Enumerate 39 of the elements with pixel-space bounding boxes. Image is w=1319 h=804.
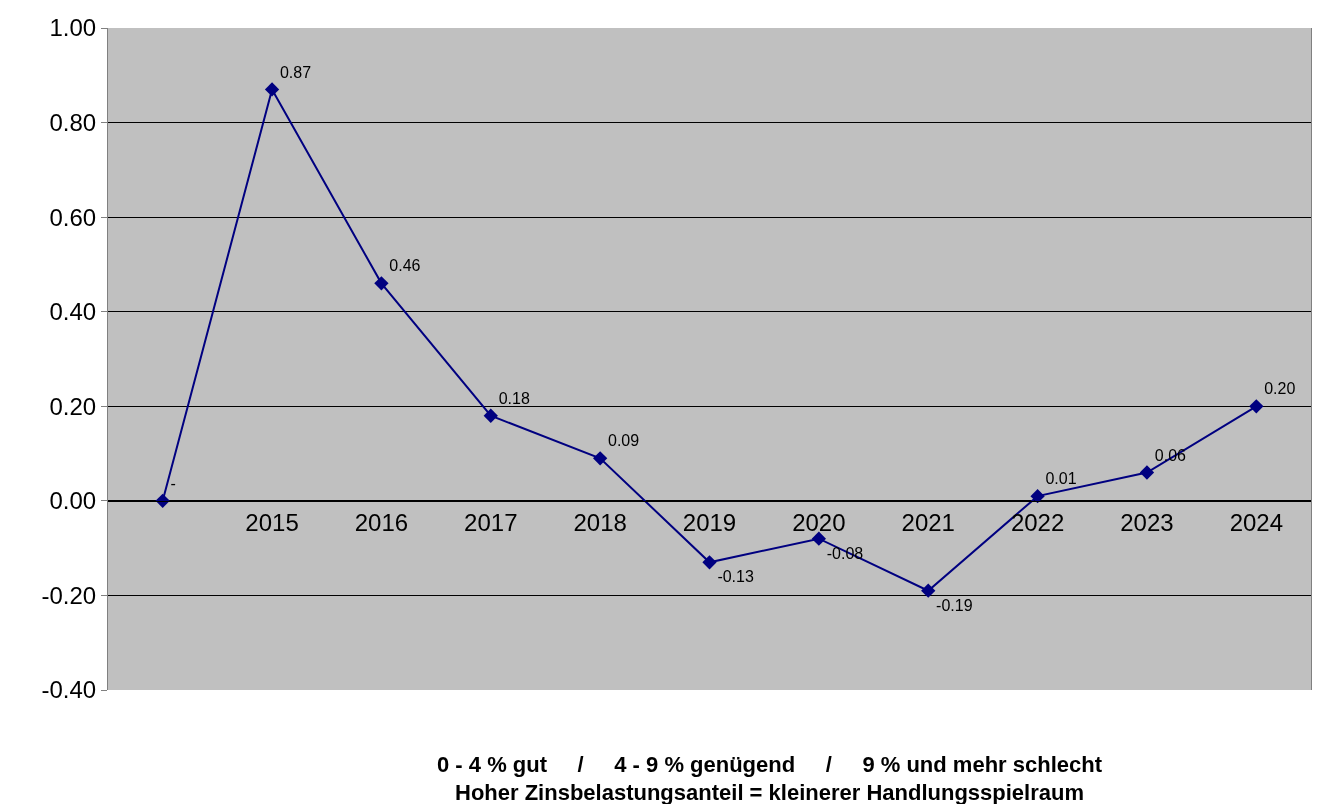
y-tick-label: 1.00 [49, 14, 97, 42]
x-tick-label: 2015 [245, 508, 299, 536]
y-tick-label: -0.40 [41, 676, 97, 704]
y-tick-label: 0.40 [49, 298, 97, 326]
x-tick-label: 2019 [682, 508, 737, 536]
data-label: 0.09 [608, 432, 640, 450]
data-label: 0.46 [389, 257, 421, 275]
text: 0 - 4 % gut / 4 - 9 % genügend / 9 % und mehr schlecht [437, 752, 1103, 777]
point [1249, 399, 1264, 414]
point [374, 276, 389, 291]
x-tick-label: 2020 [792, 508, 846, 536]
x-tick-label: 2021 [901, 508, 955, 536]
y-tick-label: 0.60 [49, 203, 97, 231]
y-tick-label: 0.20 [49, 392, 97, 420]
x-tick-label: 2024 [1229, 508, 1284, 536]
data-label: 0.18 [498, 389, 530, 407]
x-tick-label: 2023 [1120, 508, 1174, 536]
y-tick-label: 0.00 [49, 487, 97, 515]
y-tick-label: 0.80 [49, 108, 97, 136]
data-label: -0.13 [717, 568, 754, 586]
x-tick-label: 2022 [1010, 508, 1065, 536]
x-tick-label: 2018 [573, 508, 627, 536]
point [264, 82, 280, 97]
y-tick-label: -0.20 [41, 581, 97, 609]
point [1030, 488, 1045, 504]
text: Hoher Zinsbelastungsanteil = kleinerer Handlungsspielraum [455, 780, 1084, 804]
point [592, 451, 608, 466]
point [1139, 465, 1155, 480]
point [921, 583, 936, 598]
data-label: - [170, 474, 176, 492]
data-label: 0.87 [279, 63, 312, 81]
point [811, 531, 827, 546]
point [483, 408, 498, 423]
data-label: 0.01 [1045, 470, 1077, 488]
x-tick-label: 2017 [464, 508, 518, 536]
data-label: 0.20 [1264, 380, 1296, 398]
point [702, 555, 717, 570]
data-label: -0.19 [936, 596, 973, 614]
x-tick-label: 2016 [354, 508, 409, 536]
